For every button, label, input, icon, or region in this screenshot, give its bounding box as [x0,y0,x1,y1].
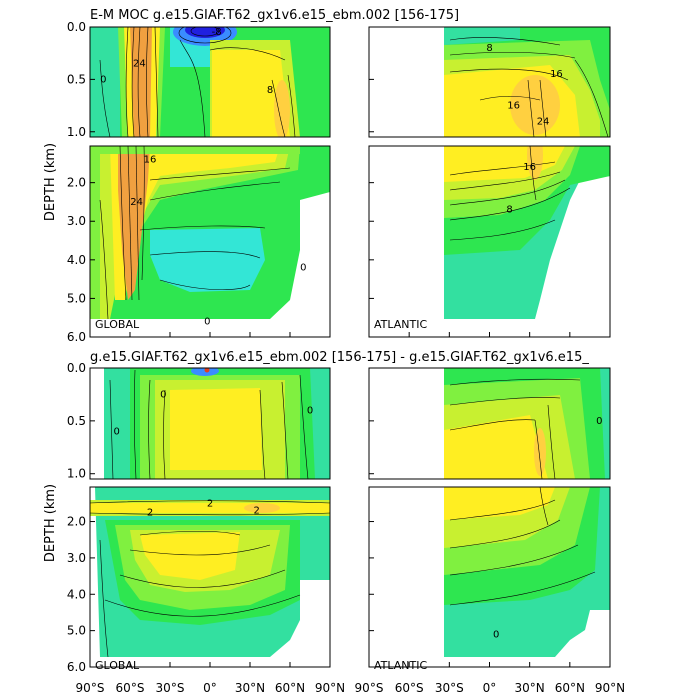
y-tick-label: 2.0 [67,176,86,190]
x-tick-label: 0° [483,681,497,695]
contour-label: 16 [507,101,520,112]
contour-label: 2 [207,498,213,509]
contour-label: 0 [596,416,602,427]
basin-label-global-bottom: GLOBAL [95,659,140,672]
contour-label: 2 [253,506,259,517]
contour-label: 0 [160,389,166,400]
contour-label: 24 [130,197,143,208]
contour-label: 16 [144,155,157,166]
bottom-title: g.e15.GIAF.T62_gx1v6.e15_ebm.002 [156-17… [90,350,589,365]
contour-label: 24 [133,59,146,70]
x-tick-label: 90°N [595,681,625,695]
x-tick-label: 30°N [235,681,265,695]
y-axis-label-bottom: DEPTH (km) [43,484,58,562]
basin-label-global-top: GLOBAL [95,318,140,331]
y-axis-label-top: DEPTH (km) [43,143,58,221]
contour-label: 16 [523,162,536,173]
y-tick-label: 1.0 [67,125,86,139]
panel-atlantic-top-upper [369,27,610,137]
panel-atlantic-bottom-upper [369,368,610,479]
y-tick-label: 5.0 [67,624,86,638]
y-tick-label: 0.5 [67,72,86,86]
contour-label: 0 [113,426,119,437]
x-tick-label: 30°N [515,681,545,695]
x-tick-label: 90°N [315,681,345,695]
x-tick-label: 90°S [355,681,384,695]
y-tick-label: 6.0 [67,330,86,344]
y-tick-label: 0.0 [67,361,86,375]
y-tick-label: 6.0 [67,660,86,674]
panel-global-bottom-upper [90,368,330,479]
x-tick-label: 60°N [275,681,305,695]
y-tick-label: 3.0 [67,551,86,565]
contour-label: 8 [506,205,512,216]
contour-label: 8 [486,43,492,54]
contour-label: 0 [493,629,499,640]
contour-label: 0 [300,263,306,274]
basin-label-atlantic-top: ATLANTIC [374,318,427,331]
contour-labels: 24 24 16 8 0 0 0 -8 8 16 16 16 24 8 0 0 0 2 2 2 0 0 [100,27,602,640]
y-tick-label: 3.0 [67,214,86,228]
contour-label: -8 [212,27,222,38]
y-tick-label: 4.0 [67,253,86,267]
y-tick-label: 2.0 [67,515,86,529]
y-tick-label: 0.0 [67,20,86,34]
x-tick-label: 60°S [395,681,424,695]
y-tick-label: 0.5 [67,414,86,428]
contour-label: 2 [147,507,153,518]
contour-label: 16 [550,69,563,80]
contour-label: 0 [100,74,106,85]
contour-label: 24 [537,116,550,127]
contour-label: 0 [307,405,313,416]
axis-ticks: 0.0 0.5 1.0 2.0 3.0 4.0 5.0 6.0 0.0 0.5 1.0 2.0 3.0 4… [67,20,625,695]
panel-global-top-upper [90,27,330,137]
panel-atlantic-bottom-lower [369,487,610,667]
x-tick-label: 0° [203,681,217,695]
y-tick-label: 4.0 [67,587,86,601]
x-tick-label: 30°S [156,681,185,695]
contour-label: 8 [267,85,273,96]
panel-atlantic-top-lower [369,146,610,337]
x-tick-label: 90°S [76,681,105,695]
y-tick-label: 5.0 [67,291,86,305]
panel-global-bottom-lower [90,487,330,667]
y-tick-label: 1.0 [67,467,86,481]
x-tick-label: 60°N [555,681,585,695]
top-title: E-M MOC g.e15.GIAF.T62_gx1v6.e15_ebm.002… [90,8,459,23]
basin-label-atlantic-bottom: ATLANTIC [374,659,427,672]
x-tick-label: 60°S [116,681,145,695]
panel-global-top-lower [90,146,330,337]
contour-label: 0 [204,317,210,328]
x-tick-label: 30°S [435,681,464,695]
